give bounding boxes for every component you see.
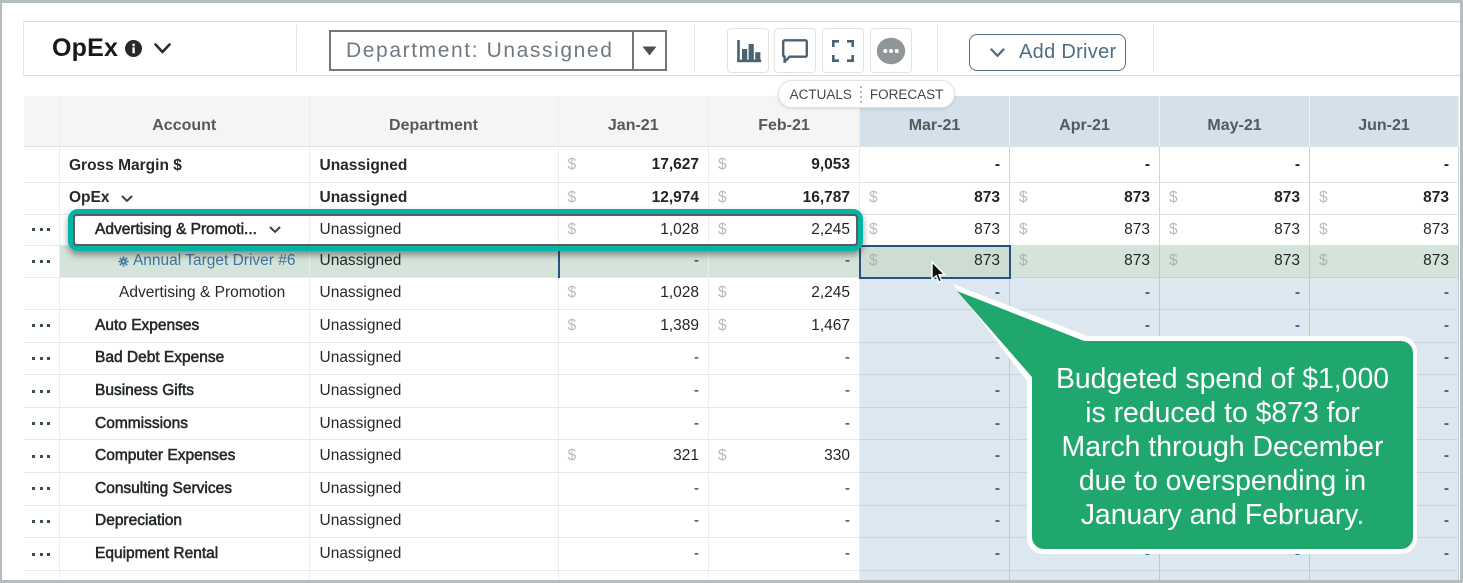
svg-text:January and February.: January and February. — [1081, 499, 1365, 531]
svg-text:is reduced to $873 for: is reduced to $873 for — [1085, 397, 1360, 429]
svg-text:March through December: March through December — [1062, 431, 1384, 463]
svg-text:due to overspending in: due to overspending in — [1079, 465, 1366, 497]
svg-text:Budgeted spend of $1,000: Budgeted spend of $1,000 — [1056, 363, 1389, 395]
